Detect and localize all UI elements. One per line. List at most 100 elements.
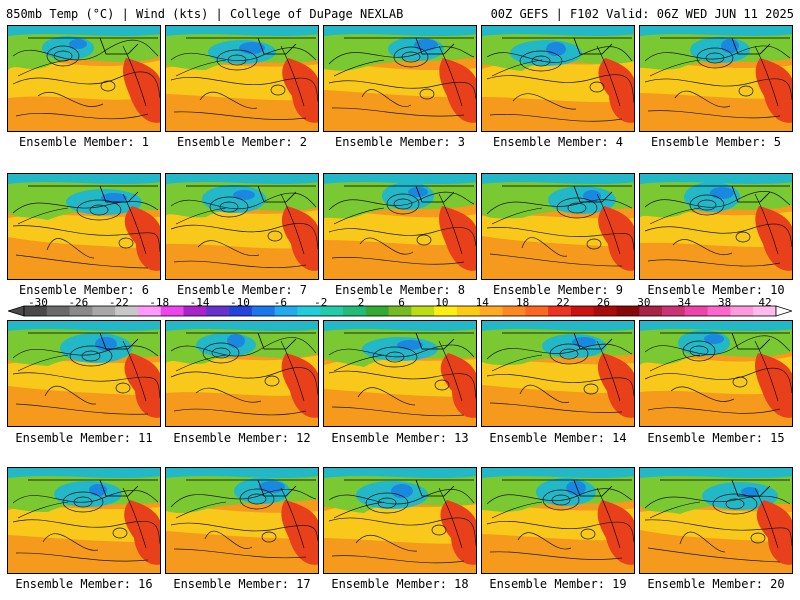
- chart-title: 850mb Temp (°C) | Wind (kts) | College o…: [6, 7, 404, 21]
- ensemble-member-label: Ensemble Member: 7: [176, 283, 308, 297]
- temperature-map: [166, 321, 318, 426]
- colorbar-tick-label: -6: [273, 296, 287, 309]
- colorbar-segment: [229, 306, 253, 316]
- ensemble-member-label: Ensemble Member: 20: [647, 577, 785, 591]
- ensemble-map-panel: [7, 320, 161, 427]
- ensemble-map-panel: [481, 320, 635, 427]
- colorbar-tick-label: 10: [435, 296, 449, 309]
- ensemble-member-label: Ensemble Member: 1: [18, 135, 150, 149]
- colorbar-labels: -30 -26 -22 -18 -14 -10 -6 -2 2 6 10 14 18 22 26 30 34 38…: [0, 297, 800, 309]
- ensemble-member-label: Ensemble Member: 17: [173, 577, 311, 591]
- colorbar-segment: [206, 306, 230, 316]
- ensemble-map-panel: [481, 467, 635, 574]
- colorbar-tick-label: 38: [717, 296, 732, 309]
- ensemble-map-panel: [639, 320, 793, 427]
- colorbar-tick-label: -22: [108, 296, 129, 309]
- colorbar-segment: [320, 306, 344, 316]
- ensemble-member-label: Ensemble Member: 10: [647, 283, 785, 297]
- temperature-map: [482, 321, 634, 426]
- colorbar-segment: [274, 306, 298, 316]
- ensemble-map-panel: [165, 173, 319, 280]
- temperature-map: [482, 174, 634, 279]
- temperature-map: [8, 174, 160, 279]
- colorbar-segment: [160, 306, 185, 316]
- colorbar-tick-label: -10: [230, 296, 250, 309]
- colorbar-tick-label: 30: [637, 296, 651, 309]
- ensemble-member-label: Ensemble Member: 14: [489, 431, 627, 445]
- colorbar-segment: [46, 306, 71, 316]
- colorbar-segment: [137, 306, 162, 316]
- temperature-map: [166, 174, 318, 279]
- ensemble-map-panel: [639, 173, 793, 280]
- colorbar-segment: [639, 306, 663, 316]
- ensemble-map-panel: [7, 173, 161, 280]
- ensemble-member-label: Ensemble Member: 3: [334, 135, 466, 149]
- colorbar-segment: [183, 306, 207, 316]
- temperature-map: [324, 321, 476, 426]
- temperature-map: [640, 468, 792, 573]
- ensemble-map-panel: [323, 320, 477, 427]
- ensemble-map-panel: [481, 25, 635, 132]
- colorbar-segment: [479, 306, 504, 316]
- colorbar-segment: [434, 306, 458, 316]
- colorbar-segment: [753, 306, 777, 316]
- ensemble-member-label: Ensemble Member: 18: [331, 577, 469, 591]
- colorbar-tick-label: 18: [516, 296, 530, 309]
- temperature-map: [8, 468, 160, 573]
- ensemble-map-panel: [481, 173, 635, 280]
- colorbar-tick-label: 14: [475, 296, 489, 309]
- colorbar-tick-label: 34: [677, 296, 691, 309]
- colorbar-segment: [593, 306, 617, 316]
- temperature-map: [324, 26, 476, 131]
- colorbar-tick-label: -26: [68, 296, 89, 309]
- colorbar-min-arrow: [8, 305, 25, 317]
- colorbar-segment: [115, 306, 139, 316]
- temperature-map: [8, 26, 160, 131]
- colorbar-tick-label: 42: [758, 296, 772, 309]
- colorbar-segment: [411, 306, 435, 316]
- colorbar-segment: [707, 306, 731, 316]
- ensemble-member-label: Ensemble Member: 12: [173, 431, 311, 445]
- ensemble-map-panel: [165, 25, 319, 132]
- colorbar-segment: [388, 306, 412, 316]
- valid-time: 00Z GEFS | F102 Valid: 06Z WED JUN 11 20…: [490, 7, 794, 21]
- colorbar-tick-label: 26: [596, 296, 611, 309]
- colorbar-segment: [548, 306, 572, 316]
- ensemble-map-panel: [639, 467, 793, 574]
- colorbar-tick-label: 22: [556, 296, 570, 309]
- temperature-map: [324, 174, 476, 279]
- colorbar-segment: [616, 306, 640, 316]
- temperature-map: [482, 26, 634, 131]
- ensemble-map-panel: [639, 25, 793, 132]
- colorbar-tick-label: -18: [149, 296, 170, 309]
- ensemble-map-panel: [323, 467, 477, 574]
- temperature-map: [166, 26, 318, 131]
- ensemble-member-label: Ensemble Member: 4: [492, 135, 624, 149]
- colorbar-segment: [251, 306, 276, 316]
- temperature-map: [640, 26, 792, 131]
- colorbar-max-arrow: [775, 305, 792, 317]
- temperature-map: [640, 321, 792, 426]
- colorbar-tick-label: 2: [357, 296, 365, 309]
- colorbar-tick-label: -14: [189, 296, 210, 309]
- ensemble-map-panel: [323, 173, 477, 280]
- colorbar-segment: [92, 306, 116, 316]
- temperature-map: [166, 468, 318, 573]
- colorbar-segment: [730, 306, 754, 316]
- ensemble-member-label: Ensemble Member: 16: [15, 577, 153, 591]
- colorbar-tick-label: -2: [314, 296, 328, 309]
- ensemble-map-panel: [165, 320, 319, 427]
- ensemble-member-label: Ensemble Member: 11: [15, 431, 153, 445]
- colorbar-segment: [684, 306, 709, 316]
- temperature-map: [324, 468, 476, 573]
- colorbar-segment: [662, 306, 686, 316]
- colorbar-segment: [525, 306, 549, 316]
- temperature-colorbar: [8, 305, 792, 317]
- colorbar-segment: [502, 306, 526, 316]
- ensemble-member-label: Ensemble Member: 5: [650, 135, 782, 149]
- ensemble-member-label: Ensemble Member: 9: [492, 283, 624, 297]
- ensemble-map-panel: [323, 25, 477, 132]
- colorbar-segment: [69, 306, 93, 316]
- temperature-map: [8, 321, 160, 426]
- ensemble-member-label: Ensemble Member: 2: [176, 135, 308, 149]
